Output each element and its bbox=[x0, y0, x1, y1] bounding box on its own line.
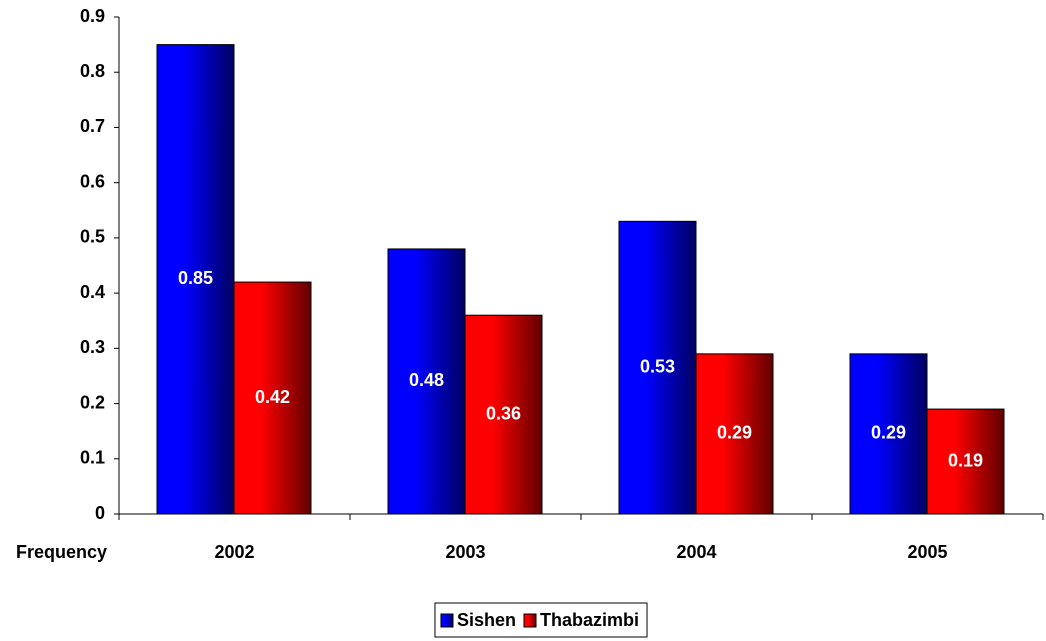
legend-label: Thabazimbi bbox=[540, 610, 639, 630]
y-tick-label: 0.4 bbox=[80, 282, 105, 302]
x-axis-label: Frequency bbox=[16, 542, 107, 562]
bar bbox=[233, 281, 312, 515]
x-tick-label: 2005 bbox=[907, 542, 947, 562]
y-tick-label: 0.8 bbox=[80, 61, 105, 81]
y-tick-label: 0 bbox=[95, 503, 105, 523]
legend-box bbox=[434, 602, 648, 638]
bar bbox=[464, 314, 543, 515]
legend: Sishen Thabazimbi bbox=[434, 602, 648, 638]
bar bbox=[849, 353, 928, 515]
y-tick-label: 0.5 bbox=[80, 227, 105, 247]
bar bbox=[156, 44, 235, 515]
x-tick-label: 2004 bbox=[676, 542, 716, 562]
y-tick-label: 0.1 bbox=[80, 448, 105, 468]
value-label: 0.19 bbox=[948, 450, 983, 470]
bar bbox=[387, 248, 466, 515]
value-label: 0.48 bbox=[409, 370, 444, 390]
value-label: 0.85 bbox=[178, 268, 213, 288]
y-tick-label: 0.2 bbox=[80, 392, 105, 412]
legend-swatch bbox=[440, 613, 454, 628]
x-tick-label: 2002 bbox=[214, 542, 254, 562]
value-label: 0.29 bbox=[871, 423, 906, 443]
bar bbox=[926, 408, 1005, 515]
value-label: 0.36 bbox=[486, 403, 521, 423]
legend-swatch bbox=[523, 613, 537, 628]
y-tick-label: 0.6 bbox=[80, 171, 105, 191]
y-tick-label: 0.7 bbox=[80, 116, 105, 136]
x-tick-label: 2003 bbox=[445, 542, 485, 562]
y-tick-label: 0.9 bbox=[80, 6, 105, 26]
value-label: 0.53 bbox=[640, 356, 675, 376]
y-tick-label: 0.3 bbox=[80, 337, 105, 357]
bar bbox=[695, 353, 774, 515]
value-label: 0.42 bbox=[255, 387, 290, 407]
value-label: 0.29 bbox=[717, 423, 752, 443]
legend-label: Sishen bbox=[457, 610, 516, 630]
